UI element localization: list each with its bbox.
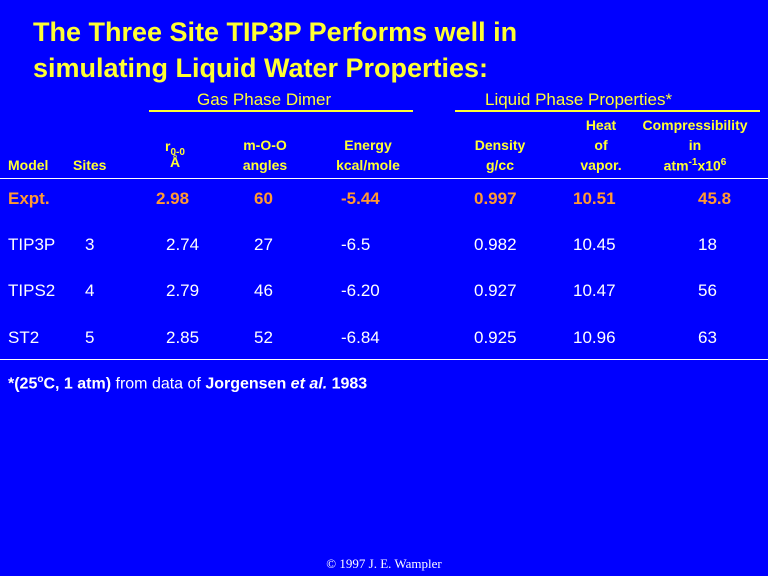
footnote-degree: o <box>37 374 44 385</box>
cell-r: 2.74 <box>166 235 200 254</box>
cell-model: TIPS2 <box>8 281 56 300</box>
header-angle-line2: angles <box>242 157 288 173</box>
header-r-main: r <box>165 138 171 154</box>
footnote-conditions-b: C, 1 atm) <box>43 375 112 393</box>
cell-r: 2.85 <box>166 328 200 347</box>
footnote-etal: et al. <box>290 375 328 393</box>
slide-title: The Three Site TIP3P Performs well in si… <box>33 14 753 86</box>
cell-heat: 10.96 <box>573 328 616 347</box>
header-comp-atm: atm <box>663 157 689 174</box>
cell-heat: 10.51 <box>573 189 616 208</box>
cell-density: 0.997 <box>474 189 517 208</box>
header-heat-line1: Heat <box>585 117 617 133</box>
header-energy-line2: kcal/mole <box>336 157 400 173</box>
header-divider <box>0 178 768 179</box>
header-density-line1: Density <box>474 137 526 153</box>
header-comp-line2: in <box>688 137 702 153</box>
cell-density: 0.927 <box>474 281 517 300</box>
header-model: Model <box>8 157 49 173</box>
cell-angle: 27 <box>254 235 273 254</box>
footnote: *(25oC, 1 atm) from data of Jorgensen et… <box>8 374 367 393</box>
gas-phase-heading: Gas Phase Dimer <box>197 90 332 109</box>
cell-model: ST2 <box>8 328 40 347</box>
cell-comp: 45.8 <box>698 189 732 208</box>
footnote-author: Jorgensen <box>205 375 291 393</box>
footnote-year: 1983 <box>327 375 368 393</box>
cell-comp: 18 <box>698 235 717 254</box>
header-heat-line2: of <box>594 137 608 153</box>
cell-angle: 52 <box>254 328 273 347</box>
cell-sites: 4 <box>85 281 95 300</box>
header-comp-x10: x10 <box>697 157 721 174</box>
cell-comp: 56 <box>698 281 717 300</box>
cell-energy: -5.44 <box>341 189 380 208</box>
cell-r: 2.98 <box>156 189 190 208</box>
cell-model: TIP3P <box>8 235 56 254</box>
cell-angle: 46 <box>254 281 273 300</box>
header-r: r0-0 <box>155 136 195 163</box>
gas-phase-underline <box>149 110 413 112</box>
table-bottom-divider <box>0 359 768 360</box>
cell-density: 0.925 <box>474 328 517 347</box>
title-line-2: simulating Liquid Water Properties: <box>33 53 489 83</box>
header-comp-exp2: 6 <box>720 157 727 168</box>
header-comp-exp1: -1 <box>688 157 698 168</box>
cell-angle: 60 <box>254 189 273 208</box>
header-heat-line3: vapor. <box>580 157 622 173</box>
header-r-sub: 0-0 <box>170 146 185 158</box>
cell-r: 2.79 <box>166 281 200 300</box>
title-line-1: The Three Site TIP3P Performs well in <box>33 17 518 47</box>
header-density-line2: g/cc <box>485 157 514 173</box>
liquid-phase-underline <box>455 110 760 112</box>
footnote-source-text: from data of <box>111 375 206 393</box>
header-comp-line3: atm-1x106 <box>628 153 762 176</box>
cell-sites: 3 <box>85 235 95 254</box>
header-sites: Sites <box>73 157 107 173</box>
header-r-unit: Å <box>169 154 181 170</box>
cell-comp: 63 <box>698 328 717 347</box>
cell-energy: -6.84 <box>341 328 380 347</box>
cell-model: Expt. <box>8 189 50 208</box>
cell-heat: 10.47 <box>573 281 616 300</box>
header-comp-line1: Compressibility <box>642 117 748 133</box>
cell-energy: -6.5 <box>341 235 371 254</box>
header-angle-line1: m-O-O <box>243 137 287 153</box>
footnote-conditions-a: *(25 <box>8 375 38 393</box>
header-energy-line1: Energy <box>344 137 392 153</box>
liquid-phase-heading: Liquid Phase Properties* <box>485 90 673 109</box>
cell-heat: 10.45 <box>573 235 616 254</box>
cell-energy: -6.20 <box>341 281 380 300</box>
copyright: © 1997 J. E. Wampler <box>326 556 442 571</box>
cell-sites: 5 <box>85 328 95 347</box>
cell-density: 0.982 <box>474 235 517 254</box>
